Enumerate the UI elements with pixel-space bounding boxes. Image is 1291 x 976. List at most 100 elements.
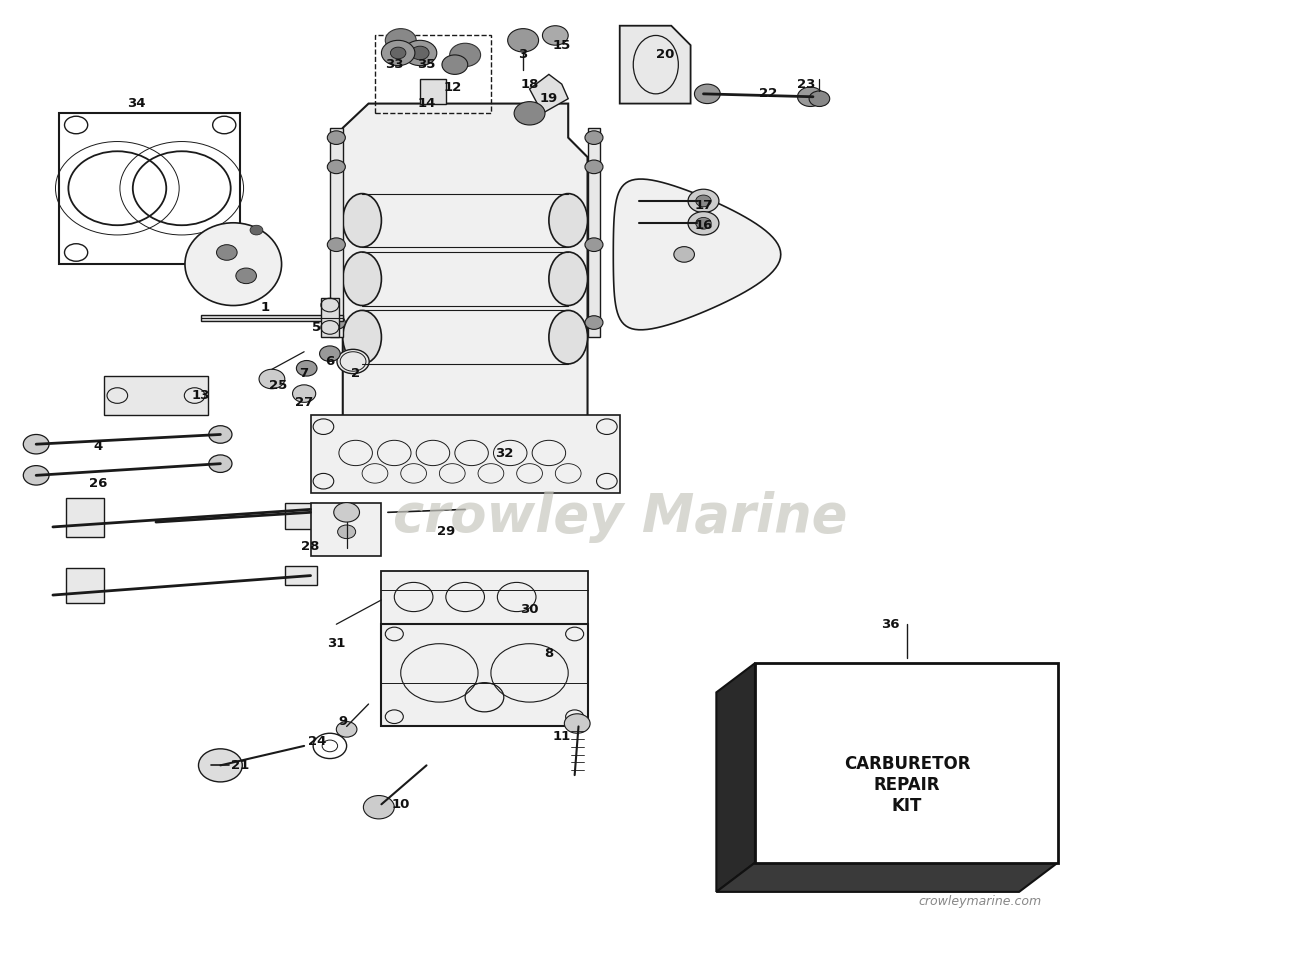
Text: 18: 18 xyxy=(520,78,538,91)
Text: 31: 31 xyxy=(327,637,346,650)
Circle shape xyxy=(514,102,545,125)
Circle shape xyxy=(209,455,232,472)
Ellipse shape xyxy=(337,349,369,374)
Text: 27: 27 xyxy=(296,396,314,409)
Circle shape xyxy=(23,434,49,454)
Circle shape xyxy=(809,91,830,106)
Circle shape xyxy=(209,426,232,443)
Text: 35: 35 xyxy=(417,59,435,71)
Ellipse shape xyxy=(343,310,381,364)
Text: CARBURETOR
REPAIR
KIT: CARBURETOR REPAIR KIT xyxy=(844,755,971,815)
Polygon shape xyxy=(717,863,1057,892)
Text: 11: 11 xyxy=(553,730,571,743)
Polygon shape xyxy=(311,415,620,493)
Circle shape xyxy=(696,195,711,207)
Text: 8: 8 xyxy=(545,647,554,660)
Polygon shape xyxy=(717,663,755,892)
Circle shape xyxy=(798,87,824,106)
Text: 15: 15 xyxy=(553,39,571,52)
Circle shape xyxy=(293,385,316,402)
Ellipse shape xyxy=(549,193,587,247)
Polygon shape xyxy=(201,315,343,320)
Polygon shape xyxy=(529,74,568,113)
Polygon shape xyxy=(381,625,587,726)
Polygon shape xyxy=(620,25,691,103)
Text: 13: 13 xyxy=(192,389,210,402)
Text: 9: 9 xyxy=(338,715,347,728)
Polygon shape xyxy=(381,571,587,625)
Text: 20: 20 xyxy=(656,49,674,61)
Text: 16: 16 xyxy=(695,219,713,231)
Circle shape xyxy=(688,212,719,235)
Text: 32: 32 xyxy=(494,447,513,461)
Polygon shape xyxy=(66,498,105,537)
Circle shape xyxy=(363,795,394,819)
Circle shape xyxy=(328,238,346,252)
Circle shape xyxy=(403,40,436,65)
Circle shape xyxy=(674,247,695,263)
Circle shape xyxy=(236,268,257,284)
Circle shape xyxy=(338,525,355,539)
Circle shape xyxy=(695,84,720,103)
Circle shape xyxy=(385,28,416,52)
Circle shape xyxy=(23,466,49,485)
Text: 36: 36 xyxy=(880,618,900,630)
Circle shape xyxy=(250,225,263,235)
Text: 10: 10 xyxy=(391,797,411,811)
Circle shape xyxy=(381,40,414,65)
Text: 23: 23 xyxy=(798,78,816,91)
Text: 34: 34 xyxy=(128,97,146,110)
Circle shape xyxy=(449,43,480,66)
Text: 30: 30 xyxy=(520,603,538,616)
Text: 2: 2 xyxy=(351,367,360,380)
Circle shape xyxy=(297,360,318,376)
Circle shape xyxy=(328,131,346,144)
Circle shape xyxy=(199,749,243,782)
Circle shape xyxy=(337,721,356,737)
Text: crowleymarine.com: crowleymarine.com xyxy=(919,895,1042,908)
Ellipse shape xyxy=(185,223,281,305)
Ellipse shape xyxy=(343,252,381,305)
Text: 5: 5 xyxy=(312,321,321,334)
Polygon shape xyxy=(66,568,105,603)
Polygon shape xyxy=(285,566,318,586)
Polygon shape xyxy=(343,103,587,429)
Text: 14: 14 xyxy=(417,97,435,110)
Polygon shape xyxy=(321,299,340,337)
Circle shape xyxy=(542,25,568,45)
Ellipse shape xyxy=(549,252,587,305)
Text: 22: 22 xyxy=(759,87,777,101)
Ellipse shape xyxy=(343,193,381,247)
Text: 6: 6 xyxy=(325,355,334,368)
Circle shape xyxy=(585,238,603,252)
Text: 1: 1 xyxy=(261,302,270,314)
Text: 25: 25 xyxy=(270,380,288,392)
Text: 4: 4 xyxy=(93,439,102,453)
Circle shape xyxy=(411,46,429,60)
Circle shape xyxy=(334,503,359,522)
Polygon shape xyxy=(105,376,208,415)
Circle shape xyxy=(696,218,711,229)
Polygon shape xyxy=(587,128,600,337)
Polygon shape xyxy=(311,503,381,556)
Polygon shape xyxy=(420,79,445,103)
Bar xyxy=(755,663,1057,863)
Circle shape xyxy=(585,131,603,144)
Circle shape xyxy=(320,346,341,361)
Text: 26: 26 xyxy=(89,476,107,490)
Polygon shape xyxy=(613,179,781,330)
Text: 17: 17 xyxy=(695,199,713,212)
Polygon shape xyxy=(330,128,343,337)
Circle shape xyxy=(259,369,285,388)
Text: crowley Marine: crowley Marine xyxy=(392,491,847,544)
Circle shape xyxy=(328,316,346,329)
Text: 7: 7 xyxy=(300,367,309,380)
Polygon shape xyxy=(285,503,318,529)
Text: 19: 19 xyxy=(540,92,558,105)
Text: 29: 29 xyxy=(436,525,454,539)
Text: 28: 28 xyxy=(301,540,320,552)
Circle shape xyxy=(217,245,238,261)
Text: 33: 33 xyxy=(385,59,404,71)
Circle shape xyxy=(390,47,405,59)
Circle shape xyxy=(564,713,590,733)
